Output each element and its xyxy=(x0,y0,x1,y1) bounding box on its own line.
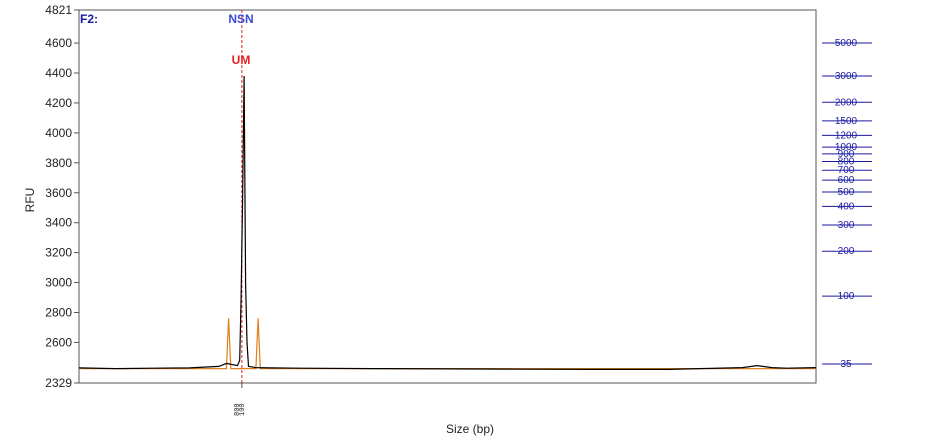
x-tick-label: 800 xyxy=(234,403,242,416)
ladder-label: 5000 xyxy=(835,38,858,49)
plot-area xyxy=(78,9,817,384)
x-tick-label: 100 xyxy=(239,403,247,416)
y-tick-label: 2600 xyxy=(45,335,72,349)
y-tick-label: 2800 xyxy=(45,306,72,320)
peak-annotation-nsn: NSN xyxy=(228,12,253,26)
ladder-label: 500 xyxy=(838,187,855,198)
ladder-label: 100 xyxy=(838,291,855,302)
ladder-label: 400 xyxy=(838,201,855,212)
x-axis-title: Size (bp) xyxy=(446,422,494,436)
y-tick-label: 4600 xyxy=(45,36,72,50)
y-tick-label: 4400 xyxy=(45,66,72,80)
ladder-label: 900 xyxy=(838,149,855,160)
peak-annotation-um: UM xyxy=(232,53,251,67)
ladder-label: 300 xyxy=(838,220,855,231)
ladder-label: 600 xyxy=(838,175,855,186)
ladder-label: 200 xyxy=(838,246,855,257)
y-tick-label: 3000 xyxy=(45,276,72,290)
y-tick-group: 2329 2600 2800 3000 3200 3400 3600 3800 4000 4200… xyxy=(45,3,79,390)
y-tick-label: 4200 xyxy=(45,96,72,110)
ladder-label: 1200 xyxy=(835,130,858,141)
y-tick-label: 4821 xyxy=(45,3,72,17)
y-tick-label: 3200 xyxy=(45,246,72,260)
ladder-label: 1000 xyxy=(835,142,858,153)
trace-group xyxy=(78,75,817,370)
y-tick-label: 2329 xyxy=(45,376,72,390)
y-tick-label: 3800 xyxy=(45,156,72,170)
series-line xyxy=(78,75,817,370)
y-tick-label: 3600 xyxy=(45,186,72,200)
y-tick-label: 3400 xyxy=(45,216,72,230)
y-tick-label: 4000 xyxy=(45,126,72,140)
panel-label: F2: xyxy=(80,12,98,26)
ladder-label: 2000 xyxy=(835,97,858,108)
ladder-label: 800 xyxy=(838,157,855,168)
ladder-label: 700 xyxy=(838,165,855,176)
ladder-label: 3000 xyxy=(835,71,858,82)
y-axis-title: RFU xyxy=(23,188,37,213)
ladder-label: 1500 xyxy=(835,116,858,127)
ladder-label: 35 xyxy=(840,359,852,370)
series-line xyxy=(79,318,816,370)
